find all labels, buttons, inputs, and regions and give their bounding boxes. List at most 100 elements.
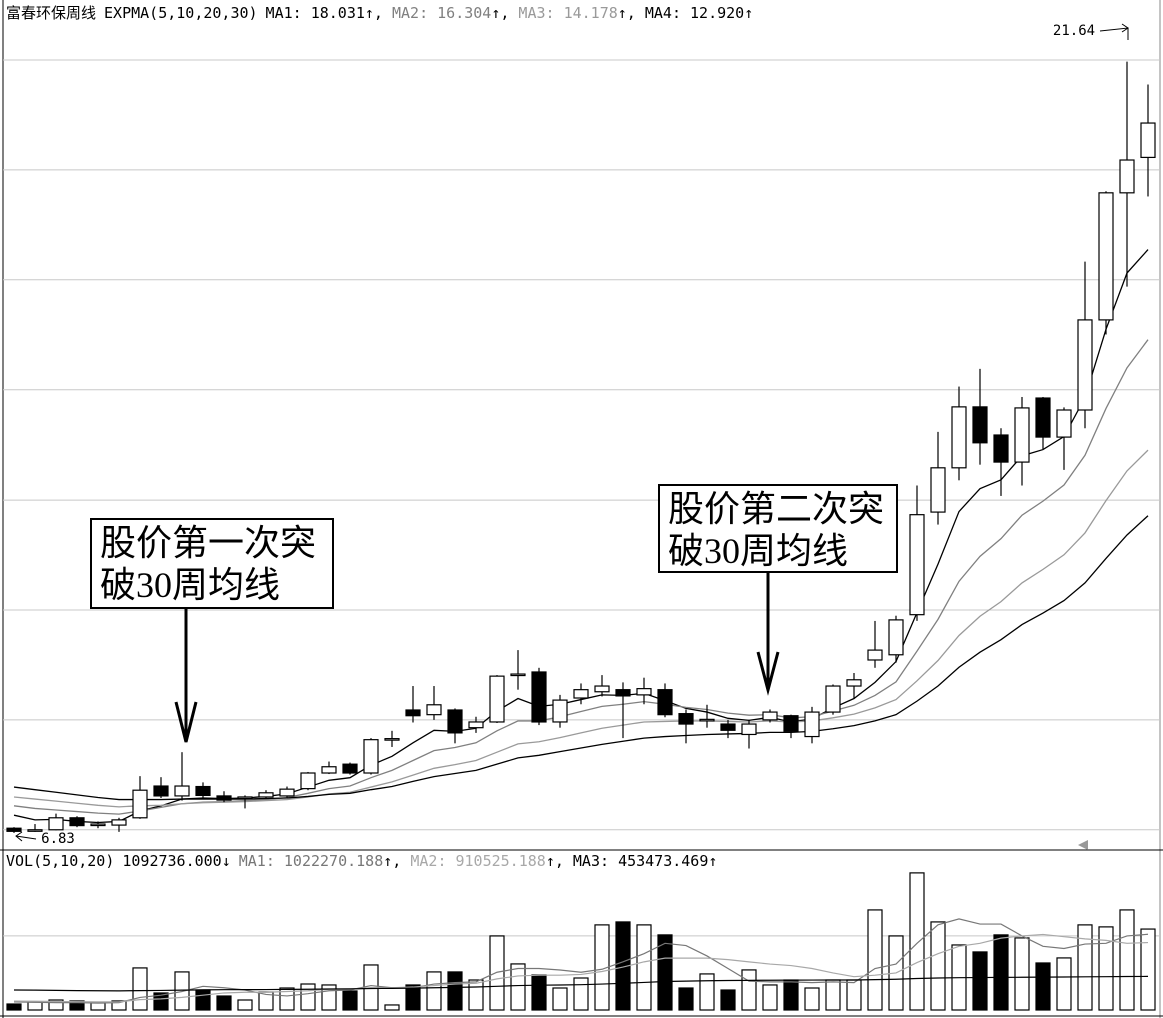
candle-body — [720, 723, 736, 731]
low-pointer — [15, 835, 37, 840]
legend-name: MA2 — [392, 4, 437, 22]
candle-body — [909, 514, 925, 616]
candle-body — [363, 739, 379, 774]
legend-item: MA216.304↑ — [392, 4, 518, 22]
legend-item: MA118.031↑ — [266, 4, 392, 22]
high-label: 21.64 — [1053, 23, 1095, 39]
volume-bar — [1035, 962, 1051, 1011]
candle-body — [6, 827, 22, 832]
volume-bar — [69, 1000, 85, 1011]
volume-bar — [678, 987, 694, 1011]
legend-value: 453473.469 — [618, 852, 709, 870]
legend-item: MA3453473.469↑ — [573, 852, 718, 870]
volume-bar — [594, 924, 610, 1011]
high-pointer — [1099, 27, 1129, 40]
callout: 股价第一次突 破30周均线 — [90, 518, 334, 609]
candle-body — [1035, 397, 1051, 438]
volume-bar — [27, 1001, 43, 1011]
volume-bar — [279, 987, 295, 1011]
volume-bar — [846, 979, 862, 1011]
volume-bar — [111, 1000, 127, 1011]
volume-bar — [342, 990, 358, 1011]
candle-body — [531, 671, 547, 723]
volume-bar — [930, 921, 946, 1011]
volume-bar — [153, 992, 169, 1011]
callout-arrows — [174, 572, 780, 743]
volume-bar — [1140, 928, 1156, 1011]
volume-bar — [1014, 937, 1030, 1011]
legend-trend: ↑ — [617, 4, 627, 22]
price-header: 富春环保周线 EXPMA(5,10,20,30) MA118.031↑MA216.3… — [6, 2, 753, 23]
candle-body — [951, 406, 967, 469]
volume-bar — [552, 987, 568, 1011]
legend-trend: ↑ — [744, 4, 754, 22]
volume-bar — [825, 979, 841, 1011]
scroll-marker — [1078, 840, 1088, 850]
candle-body — [846, 679, 862, 687]
candle-body — [258, 792, 274, 798]
candle-body — [447, 709, 463, 734]
candle-body — [321, 766, 337, 774]
volume-bar — [1119, 909, 1135, 1011]
volume-bar — [909, 872, 925, 1011]
legend-value: 14.178 — [563, 4, 618, 22]
volume-bar — [1098, 926, 1114, 1011]
volume-bar — [783, 979, 799, 1011]
legend-value: 910525.188 — [455, 852, 546, 870]
candle-body — [636, 688, 652, 696]
candle-body — [153, 785, 169, 797]
volume-bar — [300, 983, 316, 1011]
chart-title: 富春环保周线 — [6, 4, 97, 22]
candle-body — [741, 723, 757, 736]
legend-item: MA412.920↑ — [645, 4, 753, 22]
expma-line — [13, 449, 1149, 808]
legend-name: MA3 — [573, 852, 618, 870]
legend-trend: ↑ — [383, 852, 393, 870]
low-pointer-head — [15, 831, 23, 842]
volume-header: VOL(5,10,20)1092736.000↓MA11022270.188↑M… — [6, 852, 717, 870]
candle-body — [468, 721, 484, 729]
volume-ma-line — [13, 975, 1149, 992]
legend-value: 12.920 — [690, 4, 745, 22]
candle-body — [1140, 122, 1156, 159]
candle-body — [573, 689, 589, 699]
volume-bar — [972, 951, 988, 1011]
legend-trend: ↑ — [545, 852, 555, 870]
volume-bar — [867, 909, 883, 1011]
volume-ma-line — [13, 933, 1149, 1003]
legend-value: 18.031 — [310, 4, 365, 22]
candle-body — [825, 685, 841, 713]
candle-body — [90, 823, 106, 827]
indicator-name: VOL(5,10,20) — [6, 852, 115, 870]
candle-body — [762, 711, 778, 721]
plot — [6, 61, 1156, 1011]
arrow-head — [174, 701, 198, 743]
volume-bar — [237, 999, 253, 1011]
candle-body — [216, 795, 232, 801]
candle-body — [615, 689, 631, 697]
legend-trend: ↑ — [491, 4, 501, 22]
high-pointer-head — [1121, 23, 1129, 33]
candle-body — [699, 718, 715, 722]
candle-body — [69, 817, 85, 827]
volume-bar — [762, 984, 778, 1011]
candle-body — [384, 738, 400, 741]
candle-body — [552, 699, 568, 723]
candle-body — [510, 673, 526, 677]
candle-body — [888, 619, 904, 656]
volume-bar — [531, 974, 547, 1011]
candle-body — [174, 785, 190, 797]
low-label: 6.83 — [41, 831, 75, 847]
volume-bar — [6, 1003, 22, 1011]
volume-bar — [615, 921, 631, 1011]
volume-bar — [384, 1004, 400, 1011]
candle-body — [993, 434, 1009, 463]
candle-body — [783, 715, 799, 732]
callout: 股价第二次突 破30周均线 — [658, 484, 898, 573]
legend-trend: ↑ — [708, 852, 718, 870]
indicator-name: EXPMA(5,10,20,30) — [104, 4, 258, 22]
candle-body — [594, 685, 610, 693]
candle-body — [972, 406, 988, 444]
candle-body — [300, 772, 316, 790]
candle-body — [1098, 192, 1114, 321]
